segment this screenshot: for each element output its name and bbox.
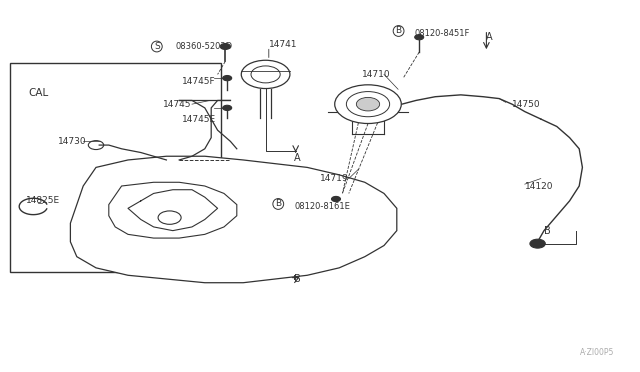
- Text: 14745: 14745: [163, 100, 192, 109]
- Text: 14710: 14710: [362, 70, 390, 79]
- Circle shape: [335, 85, 401, 124]
- Circle shape: [223, 76, 232, 81]
- Circle shape: [241, 60, 290, 89]
- Circle shape: [346, 92, 390, 117]
- Text: A: A: [294, 153, 301, 163]
- Text: B: B: [544, 226, 551, 235]
- Text: 08120-8161E: 08120-8161E: [294, 202, 350, 211]
- Circle shape: [251, 66, 280, 83]
- Text: 14730: 14730: [58, 137, 86, 146]
- Polygon shape: [70, 156, 397, 283]
- Text: B: B: [275, 199, 282, 208]
- Text: S: S: [154, 42, 159, 51]
- Circle shape: [332, 196, 340, 202]
- Text: B: B: [396, 26, 402, 35]
- Text: 14750: 14750: [512, 100, 541, 109]
- Text: 14719: 14719: [320, 174, 349, 183]
- Text: 08360-5202D: 08360-5202D: [176, 42, 233, 51]
- Polygon shape: [109, 182, 237, 238]
- Text: A·ZI00P5: A·ZI00P5: [580, 348, 614, 357]
- Bar: [10, 63, 221, 272]
- Text: 14741: 14741: [269, 40, 298, 49]
- Circle shape: [356, 97, 380, 111]
- Text: 08120-8451F: 08120-8451F: [415, 29, 470, 38]
- Circle shape: [530, 239, 545, 248]
- Text: B: B: [294, 274, 301, 284]
- Text: 14825E: 14825E: [26, 196, 60, 205]
- Circle shape: [223, 105, 232, 110]
- Text: 14745E: 14745E: [182, 115, 216, 124]
- Circle shape: [220, 44, 230, 49]
- Text: CAL: CAL: [29, 88, 49, 98]
- Text: 14745F: 14745F: [182, 77, 216, 86]
- Text: 14120: 14120: [525, 182, 554, 190]
- Circle shape: [415, 35, 424, 40]
- Text: A: A: [486, 32, 493, 42]
